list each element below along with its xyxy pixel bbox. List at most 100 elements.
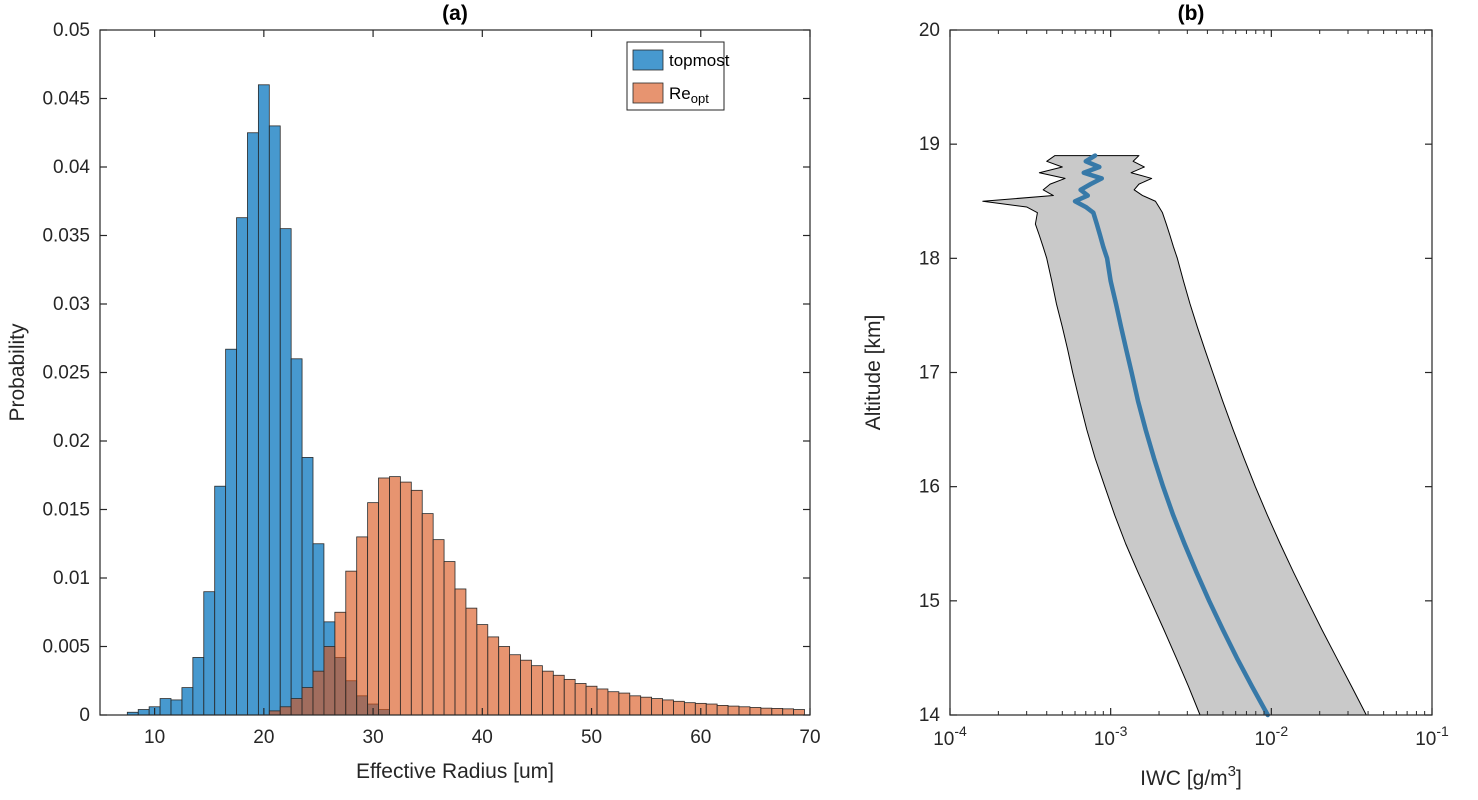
y-tick-label: 19 xyxy=(919,134,940,155)
histogram-bar xyxy=(236,217,248,716)
histogram-chart: 10 20 30 40 50 60 70 0 0.005 0.01 0.015 0.02 0.025 0.… xyxy=(6,20,821,783)
y-tick-label: 0.035 xyxy=(42,226,90,247)
y-tick-label: 0.05 xyxy=(53,20,90,41)
histogram-series-Re_opt xyxy=(268,476,805,716)
histogram-bar xyxy=(203,591,216,716)
histogram-bar xyxy=(268,710,281,716)
histogram-bar xyxy=(137,709,150,716)
histogram-bar xyxy=(410,489,423,716)
y-tick-label: 15 xyxy=(919,591,940,612)
histogram-bar xyxy=(279,706,292,716)
histogram-bar xyxy=(651,698,663,716)
y-tick-label: 0.005 xyxy=(42,637,90,658)
histogram-bar xyxy=(378,477,390,716)
histogram-bar xyxy=(301,457,314,716)
histogram-bar xyxy=(421,513,434,716)
histogram-bar xyxy=(389,476,401,716)
histogram-bar xyxy=(607,691,620,716)
histogram-bar xyxy=(454,588,467,716)
x-tick-label: 20 xyxy=(253,727,274,748)
x-tick-label: 70 xyxy=(799,727,820,748)
histogram-bar xyxy=(749,707,762,716)
x-tick-label: 60 xyxy=(690,727,711,748)
iwc-envelope xyxy=(982,155,1367,716)
iwc-profile-chart: 14 15 16 17 18 19 20 10-4 10-3 10-2 10-1 IWC [g/m3]… xyxy=(862,20,1449,790)
histogram-bar xyxy=(738,706,751,716)
histogram-bar xyxy=(782,708,795,716)
panel-a-title: (a) xyxy=(442,2,468,25)
x-tick-label: 10-1 xyxy=(1415,723,1449,750)
histogram-bar xyxy=(574,683,587,716)
y-tick-label: 18 xyxy=(919,248,940,269)
y-tick-label: 16 xyxy=(919,477,940,498)
histogram-bar xyxy=(716,705,729,716)
y-tick-label: 0.015 xyxy=(42,500,90,521)
histogram-bar xyxy=(498,646,511,716)
y-tick-label: 0.025 xyxy=(42,363,90,384)
histogram-bar xyxy=(683,702,696,716)
histogram-bar xyxy=(192,657,205,716)
y-tick-label: 0.04 xyxy=(53,157,90,178)
legend-swatch xyxy=(632,49,664,71)
x-axis-label: IWC [g/m3] xyxy=(1140,763,1242,790)
x-tick-label: 10 xyxy=(144,727,165,748)
y-tick-label: 0.02 xyxy=(53,431,90,452)
histogram-bar xyxy=(159,698,172,716)
y-axis-label: Altitude [km] xyxy=(862,315,885,431)
histogram-bar xyxy=(640,696,653,716)
histogram-bar xyxy=(541,670,554,716)
legend-label: topmost xyxy=(669,51,730,70)
histogram-bar xyxy=(476,624,489,716)
histogram-bar xyxy=(225,348,237,716)
histogram-bar xyxy=(563,678,576,716)
histogram-bar xyxy=(345,570,358,716)
histogram-bar xyxy=(552,674,565,716)
panel-b-title: (b) xyxy=(1177,2,1205,25)
x-tick-label: 30 xyxy=(363,727,384,748)
histogram-bar xyxy=(356,536,369,716)
y-tick-label: 0.03 xyxy=(53,294,90,315)
histogram-bar xyxy=(257,84,270,716)
histogram-bar xyxy=(279,228,292,716)
histogram-bar xyxy=(399,481,412,716)
histogram-bar xyxy=(323,646,336,716)
histogram-bar xyxy=(793,709,805,716)
histogram-bar xyxy=(520,659,532,716)
x-tick-label: 40 xyxy=(472,727,493,748)
histogram-bar xyxy=(367,502,379,716)
y-tick-label: 14 xyxy=(919,705,941,726)
histogram-bar xyxy=(705,703,718,716)
histogram-bar xyxy=(771,708,784,716)
y-axis-label: Probability xyxy=(6,323,29,422)
histogram-bar xyxy=(432,539,445,716)
histogram-bar xyxy=(487,636,500,716)
histogram-bar xyxy=(312,670,325,716)
y-tick-label: 0.045 xyxy=(42,89,90,110)
histogram-bar xyxy=(290,358,303,716)
histogram-bar xyxy=(618,692,631,716)
histogram-bar xyxy=(727,705,740,716)
histogram-bar xyxy=(596,688,609,716)
histogram-bar xyxy=(760,707,773,716)
histogram-bar xyxy=(334,611,347,716)
histogram-bar xyxy=(509,654,521,716)
histogram-bar xyxy=(170,699,183,716)
x-tick-label: 10-3 xyxy=(1094,723,1128,750)
y-tick-label: 20 xyxy=(919,20,940,41)
histogram-bar xyxy=(443,561,456,716)
x-tick-label: 10-4 xyxy=(933,723,967,750)
histogram-bar xyxy=(268,125,281,716)
x-tick-label: 10-2 xyxy=(1255,723,1289,750)
histogram-bar xyxy=(662,699,674,716)
histogram-bar xyxy=(673,700,685,716)
histogram-bar xyxy=(181,687,194,716)
iwc-median-line xyxy=(1072,153,1270,718)
histogram-bar xyxy=(301,687,314,716)
histogram-bar xyxy=(465,607,478,716)
y-tick-label: 17 xyxy=(919,363,940,384)
y-tick-label: 0 xyxy=(79,705,90,726)
histogram-bar xyxy=(531,665,543,716)
x-tick-label: 50 xyxy=(581,727,602,748)
